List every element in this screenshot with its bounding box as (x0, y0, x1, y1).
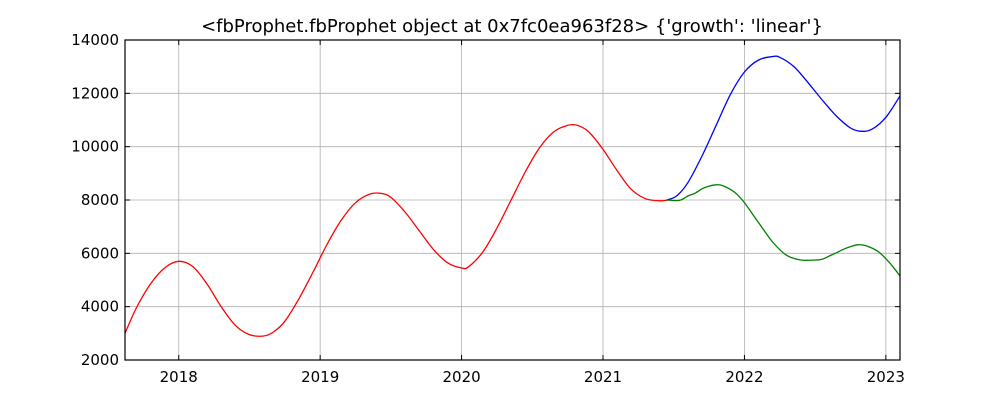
y-tick-label: 8000 (81, 191, 119, 209)
x-tick-label: 2022 (725, 368, 763, 386)
y-tick-label: 6000 (81, 244, 119, 262)
grid-layer (125, 39, 900, 361)
x-tick-label: 2019 (301, 368, 339, 386)
x-tick-label: 2023 (867, 368, 905, 386)
series-line-green (666, 184, 901, 277)
tick-layer: 2018 2019 2020 2021 2022 2023 2000 4000 6000 8000… (71, 31, 905, 386)
series-line-red (124, 123, 669, 337)
x-tick-label: 2020 (442, 368, 480, 386)
x-tick-label: 2021 (584, 368, 622, 386)
y-tick-label: 12000 (71, 84, 119, 102)
chart-title: <fbProphet.fbProphet object at 0x7fc0ea9… (201, 16, 823, 37)
series-line-blue (666, 55, 901, 201)
series-layer (124, 55, 901, 337)
x-tick-label: 2018 (160, 368, 198, 386)
y-tick-label: 4000 (81, 298, 119, 316)
y-tick-label: 14000 (71, 31, 119, 49)
y-tick-label: 2000 (81, 351, 119, 369)
y-tick-label: 10000 (71, 138, 119, 156)
